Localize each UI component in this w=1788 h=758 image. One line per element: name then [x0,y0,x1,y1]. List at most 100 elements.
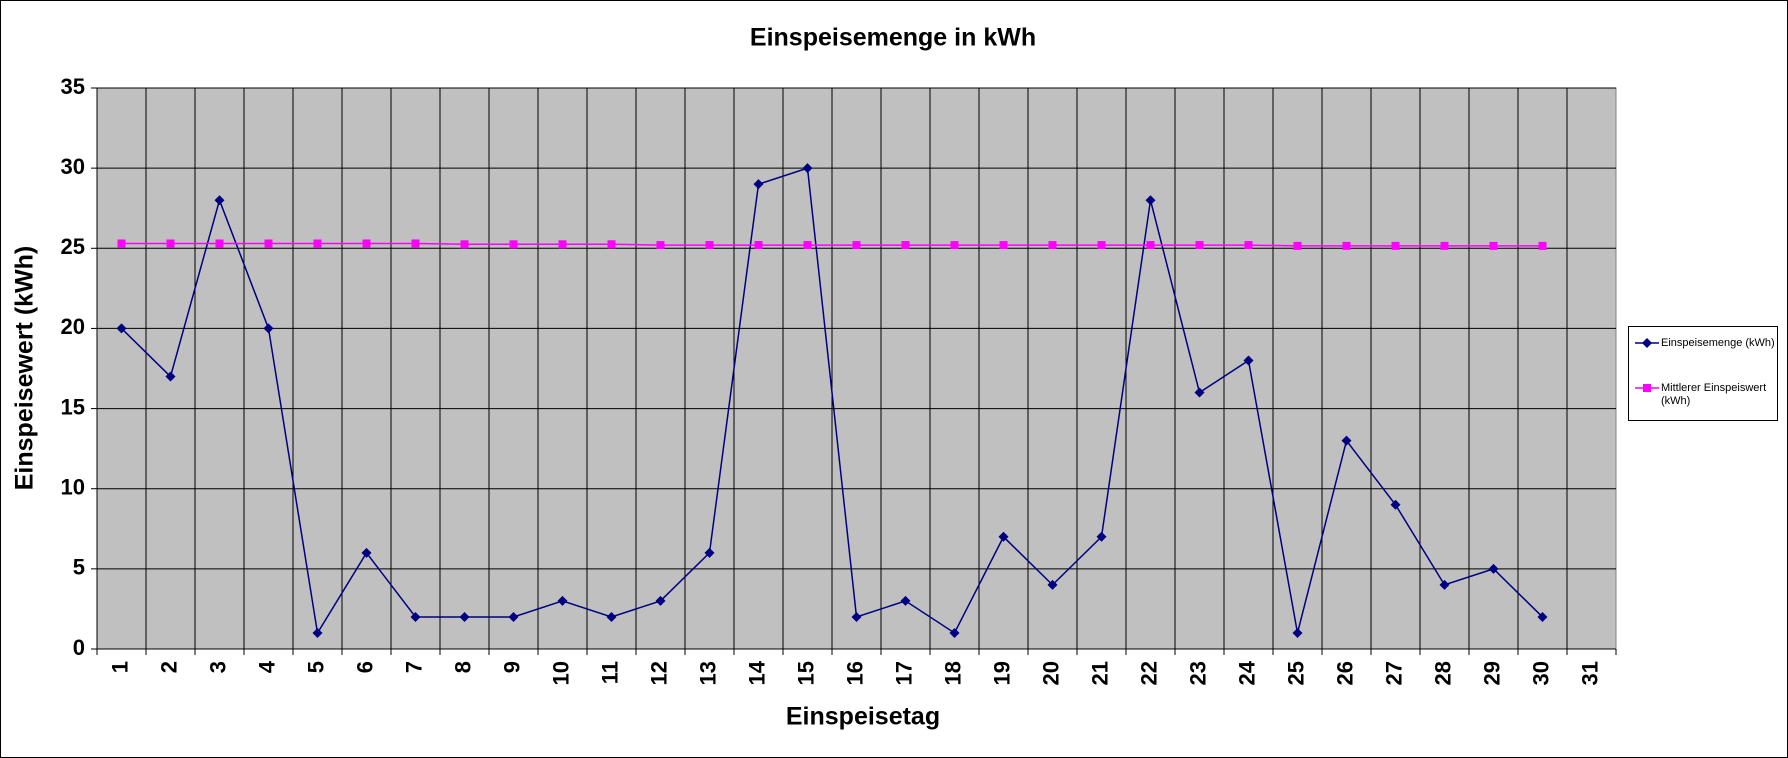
x-tick-label: 15 [793,661,818,685]
marker [1195,241,1204,250]
marker [901,241,910,250]
y-tick-label: 10 [61,475,85,500]
marker [803,241,812,250]
marker [655,595,666,606]
x-tick-label: 29 [1479,661,1504,685]
marker [1096,531,1107,542]
marker [754,241,763,250]
marker [606,611,617,622]
x-tick-label: 26 [1332,661,1357,685]
marker [1293,241,1302,250]
marker [508,611,519,622]
x-tick-label: 10 [548,661,573,685]
marker [998,531,1009,542]
x-tick-label: 16 [842,661,867,685]
x-tick-label: 9 [499,661,524,673]
marker [460,240,469,249]
x-tick-label: 28 [1430,661,1455,685]
y-tick-label: 35 [61,74,85,99]
marker [1341,435,1352,446]
y-tick-label: 0 [73,635,85,660]
x-tick-label: 20 [1038,661,1063,685]
marker [1489,241,1498,250]
marker [557,595,568,606]
x-tick-label: 3 [205,661,230,673]
x-tick-label: 8 [450,661,475,673]
x-tick-label: 2 [156,661,181,673]
marker [1243,355,1254,366]
x-tick-label: 4 [254,660,279,673]
legend-item: Einspeisemenge (kWh) [1633,337,1777,351]
x-tick-label: 19 [989,661,1014,685]
marker [1537,611,1548,622]
marker [607,240,616,249]
chart-title: Einspeisemenge in kWh [750,24,1036,52]
marker [1390,499,1401,510]
marker [705,241,714,250]
marker [362,239,371,248]
marker [1047,579,1058,590]
marker [753,179,764,190]
marker [656,241,665,250]
marker [1097,241,1106,250]
legend-label: Mittlerer Einspeiswert (kWh) [1661,382,1767,407]
marker [117,239,126,248]
x-tick-label: 1 [107,661,132,673]
legend-swatch [1635,384,1659,392]
marker [999,241,1008,250]
marker [214,195,225,206]
marker [1488,563,1499,574]
series-line [121,242,1543,247]
marker [950,241,959,250]
y-tick-label: 20 [61,314,85,339]
marker [1048,241,1057,250]
x-tick-label: 27 [1381,661,1406,685]
x-tick-label: 30 [1528,661,1553,685]
marker [1391,241,1400,250]
series-line [120,167,1544,636]
x-tick-label: 14 [744,660,769,685]
legend-swatch [1635,338,1659,348]
x-tick-label: 6 [352,661,377,673]
marker [264,239,273,248]
x-tick-label: 13 [695,661,720,685]
marker [166,239,175,248]
marker [1292,627,1303,638]
marker [459,611,470,622]
y-tick-label: 15 [61,394,85,419]
marker [165,371,176,382]
marker [263,323,274,334]
x-tick-label: 25 [1283,661,1308,685]
marker [1440,241,1449,250]
marker [1642,338,1652,348]
marker [215,239,224,248]
marker [1342,241,1351,250]
marker [851,611,862,622]
x-tick-label: 18 [940,661,965,685]
marker [410,611,421,622]
legend-label: Einspeisemenge (kWh) [1661,337,1775,349]
y-tick-label: 25 [61,234,85,259]
marker [1146,241,1155,250]
marker [1538,241,1547,250]
x-tick-label: 31 [1577,661,1602,685]
marker [704,547,715,558]
marker [509,240,518,249]
plot-area [96,87,1617,650]
marker [1244,241,1253,250]
x-tick-label: 7 [401,661,426,673]
marker [852,241,861,250]
legend-item: Mittlerer Einspeiswert (kWh) [1633,382,1777,408]
x-tick-label: 22 [1136,661,1161,685]
marker [313,239,322,248]
y-tick-label: 5 [73,555,85,580]
x-tick-label: 11 [597,661,622,684]
x-tick-label: 24 [1234,660,1259,685]
marker [802,163,813,174]
marker [411,239,420,248]
marker [1145,195,1156,206]
legend: Einspeisemenge (kWh) Mittlerer Einspeiswe… [1628,326,1778,421]
x-axis-label: Einspeisetag [786,703,940,731]
marker [558,240,567,249]
